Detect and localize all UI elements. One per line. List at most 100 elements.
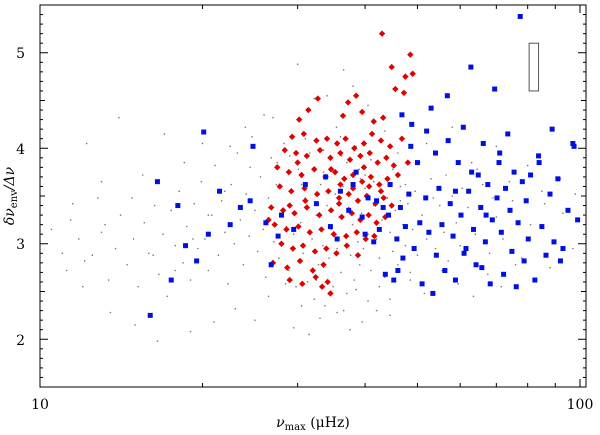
blue-square-point bbox=[278, 212, 284, 218]
blue-square-point bbox=[406, 191, 412, 197]
gray-dot-point bbox=[207, 214, 210, 216]
gray-dot-point bbox=[358, 168, 360, 171]
gray-dot-point bbox=[132, 238, 135, 240]
blue-square-point bbox=[479, 265, 485, 271]
blue-square-point bbox=[313, 201, 319, 207]
blue-square-point bbox=[194, 258, 200, 264]
red-diamond-point bbox=[383, 154, 390, 161]
gray-dot-point bbox=[514, 263, 517, 266]
gray-dot-point bbox=[508, 180, 511, 183]
gray-dot-point bbox=[362, 247, 365, 250]
gray-dot-point bbox=[319, 183, 322, 186]
gray-dot-point bbox=[295, 285, 297, 288]
gray-dot-point bbox=[267, 197, 270, 199]
blue-square-point bbox=[371, 239, 377, 245]
y-axis-title: δνenv/Δν bbox=[2, 166, 20, 225]
gray-dot-point bbox=[153, 204, 156, 207]
gray-dot-point bbox=[230, 183, 233, 186]
red-diamond-point bbox=[271, 221, 278, 228]
blue-square-point bbox=[525, 236, 531, 242]
gray-dot-point bbox=[346, 292, 348, 295]
blue-square-point bbox=[478, 204, 484, 210]
blue-square-point bbox=[511, 169, 517, 175]
gray-dot-point bbox=[541, 190, 543, 193]
blue-square-point bbox=[409, 121, 415, 127]
gray-dot-point bbox=[383, 130, 386, 132]
gray-dot-point bbox=[353, 279, 356, 281]
gray-dot-point bbox=[100, 231, 103, 234]
gray-dot-point bbox=[476, 168, 478, 171]
red-diamond-point bbox=[404, 159, 412, 166]
gray-dot-point bbox=[529, 223, 532, 226]
gray-dot-point bbox=[143, 221, 146, 224]
gray-dot-point bbox=[407, 202, 409, 205]
gray-dot-point bbox=[296, 63, 299, 66]
gray-dot-point bbox=[50, 228, 53, 231]
gray-dot-point bbox=[381, 219, 383, 221]
gray-dot-point bbox=[511, 199, 514, 202]
red-diamond-point bbox=[358, 108, 366, 116]
gray-dot-point bbox=[495, 216, 498, 218]
blue-square-point bbox=[291, 226, 297, 232]
blue-square-point bbox=[183, 243, 189, 249]
blue-square-point bbox=[334, 236, 340, 242]
gray-dot-point bbox=[182, 262, 184, 264]
red-diamond-point bbox=[283, 226, 290, 233]
blue-square-point bbox=[353, 169, 359, 175]
gray-dot-point bbox=[214, 164, 216, 167]
blue-square-point bbox=[452, 277, 458, 283]
gray-dot-point bbox=[488, 252, 491, 255]
gray-dot-point bbox=[207, 269, 210, 272]
red-diamond-point bbox=[353, 229, 360, 236]
blue-square-point bbox=[570, 140, 576, 146]
gray-dot-point bbox=[389, 314, 391, 317]
gray-dot-point bbox=[467, 206, 469, 209]
gray-dot-point bbox=[370, 158, 372, 161]
gray-dot-point bbox=[317, 263, 320, 266]
blue-square-point bbox=[487, 281, 493, 287]
red-diamond-point bbox=[337, 181, 344, 188]
gray-dot-point bbox=[204, 238, 206, 240]
blue-square-point bbox=[513, 284, 519, 290]
gray-dot-point bbox=[391, 168, 394, 171]
gray-dot-point bbox=[299, 221, 302, 224]
blue-square-point bbox=[517, 13, 523, 19]
blue-square-point bbox=[555, 176, 561, 182]
gray-dot-point bbox=[409, 279, 412, 281]
red-diamond-point bbox=[370, 118, 377, 125]
red-diamond-point bbox=[278, 240, 285, 247]
red-diamond-point bbox=[342, 232, 350, 240]
gray-dot-point bbox=[324, 305, 326, 307]
gray-dot-point bbox=[389, 231, 391, 234]
gray-dot-point bbox=[359, 178, 362, 180]
blue-square-point bbox=[498, 229, 504, 235]
red-diamond-point bbox=[288, 133, 296, 140]
blue-square-point bbox=[205, 231, 211, 237]
blue-square-point bbox=[323, 174, 329, 180]
blue-square-point bbox=[423, 195, 429, 201]
red-diamond-point bbox=[325, 188, 332, 195]
blue-square-point bbox=[400, 255, 406, 261]
gray-dot-point bbox=[445, 174, 447, 176]
blue-square-point bbox=[450, 233, 456, 239]
gray-dot-point bbox=[227, 283, 229, 285]
blue-square-point bbox=[523, 198, 529, 204]
red-diamond-point bbox=[300, 130, 308, 138]
blue-square-point bbox=[482, 239, 488, 245]
red-diamond-point bbox=[337, 149, 344, 157]
gray-dot-point bbox=[451, 126, 454, 129]
blue-square-point bbox=[399, 112, 405, 118]
gray-dot-point bbox=[91, 254, 94, 257]
gray-dot-point bbox=[326, 204, 328, 207]
gray-dot-point bbox=[351, 223, 354, 226]
red-diamond-point bbox=[343, 242, 351, 249]
red-diamond-point bbox=[281, 146, 288, 154]
gray-dot-point bbox=[375, 309, 378, 312]
gray-dot-point bbox=[481, 183, 484, 186]
red-diamond-point bbox=[365, 211, 372, 219]
gray-dot-point bbox=[256, 250, 259, 253]
gray-dot-point bbox=[224, 231, 226, 234]
gray-dot-point bbox=[332, 285, 334, 288]
gray-dot-point bbox=[470, 161, 473, 164]
red-diamond-point bbox=[400, 89, 408, 97]
